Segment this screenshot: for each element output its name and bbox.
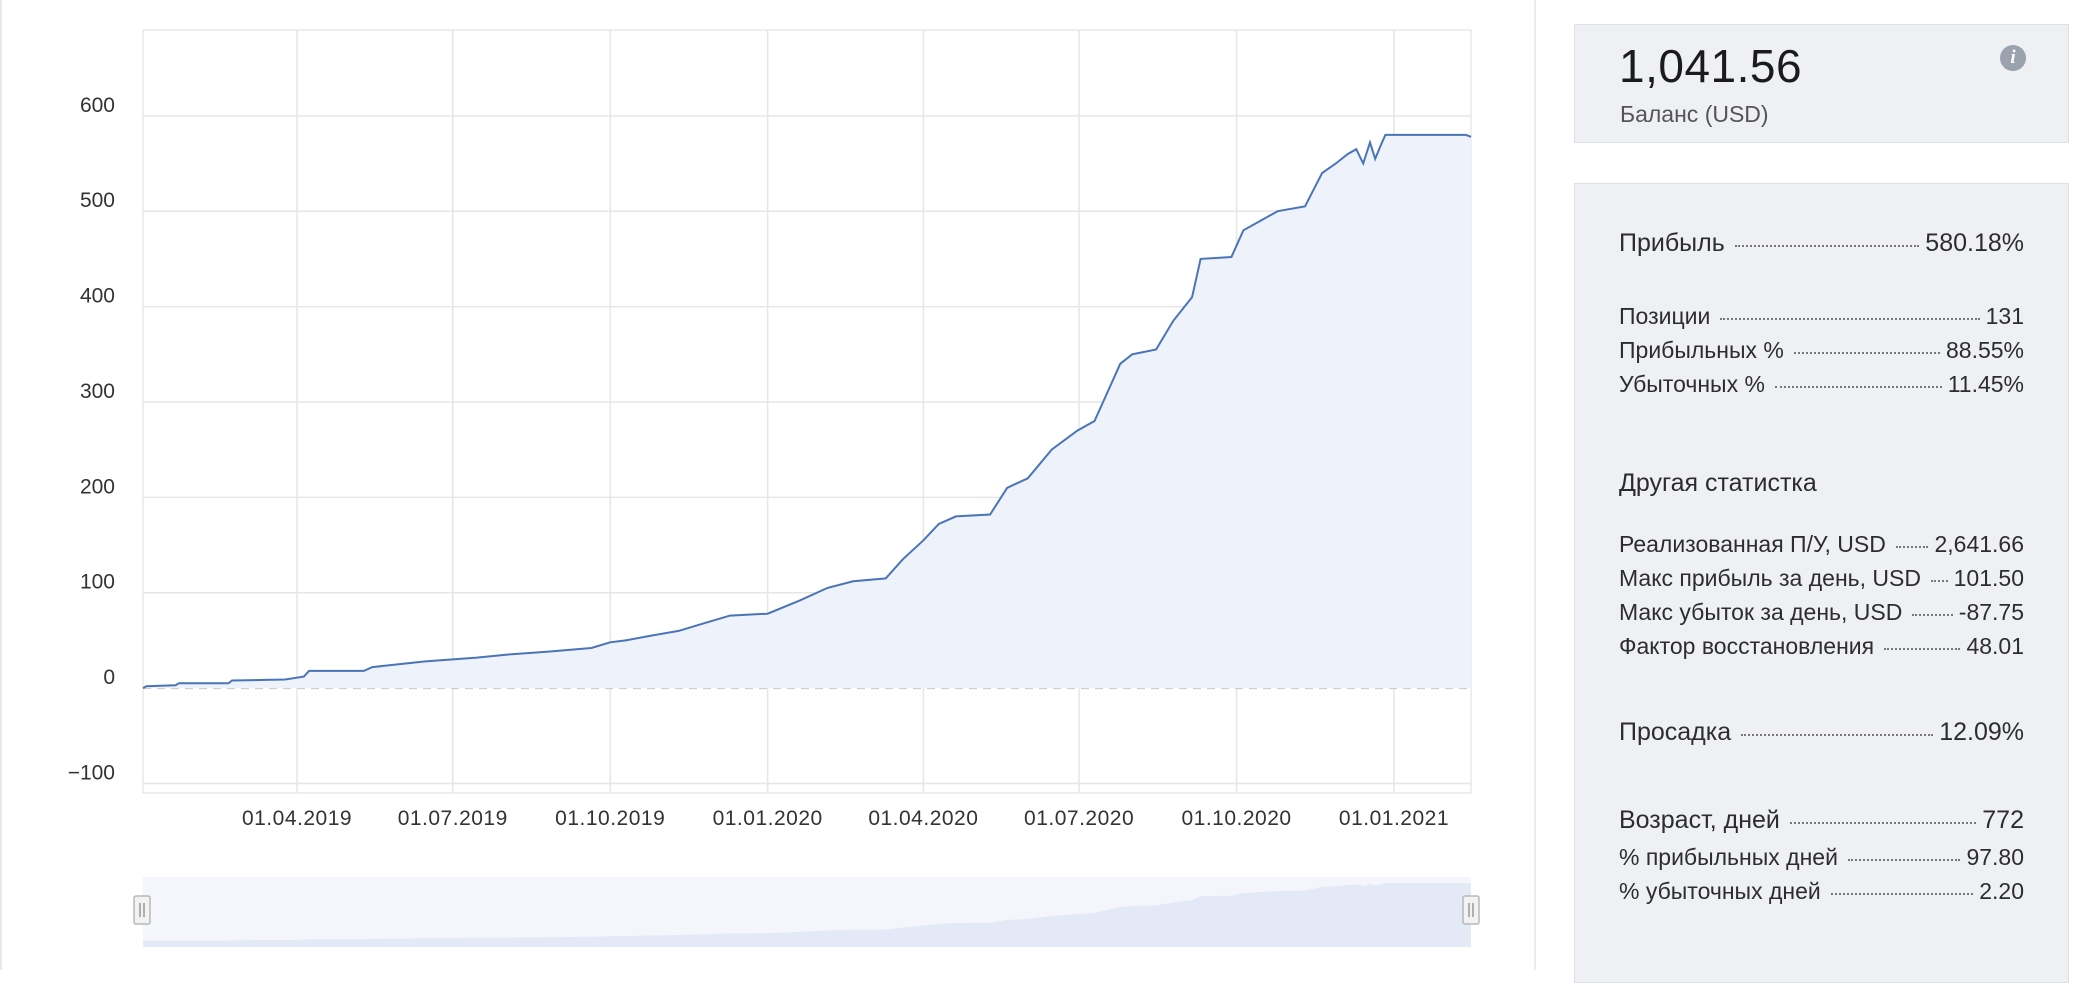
stat-value: 12.09% xyxy=(1939,718,2024,746)
dotted-leader xyxy=(1720,318,1980,320)
dotted-leader xyxy=(1930,580,1948,582)
stat-profit: Прибыль 580.18% xyxy=(1619,229,2024,258)
stat-label: % прибыльных дней xyxy=(1619,844,1838,870)
stat-value: 11.45% xyxy=(1947,371,2024,397)
stats-card: Прибыль 580.18% Позиции 131 Прибыльных %… xyxy=(1574,183,2069,983)
stat-label: Фактор восстановления xyxy=(1619,633,1875,659)
stat-label: Прибыльных % xyxy=(1619,337,1784,363)
navigator-right-handle[interactable] xyxy=(1462,895,1480,925)
stat-value: -87.75 xyxy=(1958,599,2024,625)
stat-realized-pl: Реализованная П/У, USD 2,641.66 xyxy=(1619,531,2024,558)
stat-losing-pct: Убыточных % 11.45% xyxy=(1619,371,2024,398)
stat-label: Просадка xyxy=(1619,718,1732,746)
stat-value: 131 xyxy=(1985,303,2024,329)
y-tick-label: 400 xyxy=(80,285,115,308)
x-tick-label: 01.04.2020 xyxy=(868,807,978,830)
dotted-leader xyxy=(1793,352,1940,354)
panel-divider xyxy=(1534,0,1536,970)
x-tick-label: 01.01.2020 xyxy=(713,807,823,830)
y-tick-label: 0 xyxy=(103,666,115,689)
y-tick-label: 500 xyxy=(80,189,115,212)
x-tick-label: 01.01.2021 xyxy=(1339,807,1449,830)
dotted-leader xyxy=(1789,822,1977,824)
dotted-leader xyxy=(1912,614,1953,616)
equity-line xyxy=(142,133,1472,689)
navigator[interactable] xyxy=(133,877,1480,947)
x-tick-label: 01.10.2020 xyxy=(1181,807,1291,830)
stat-value: 97.80 xyxy=(1966,844,2024,870)
balance-value: 1,041.56 xyxy=(1619,40,1803,92)
y-tick-label: 300 xyxy=(80,380,115,403)
x-tick-label: 01.07.2019 xyxy=(398,807,508,830)
dotted-leader xyxy=(1734,245,1920,247)
x-axis-ticks: 01.04.2019 01.07.2019 01.10.2019 01.01.2020… xyxy=(242,807,1449,830)
stat-value: 772 xyxy=(1982,806,2024,834)
dotted-leader xyxy=(1774,386,1942,388)
info-icon[interactable]: i xyxy=(2000,45,2026,71)
stat-losing-days-pct: % убыточных дней 2.20 xyxy=(1619,878,2024,905)
stat-label: Убыточных % xyxy=(1619,371,1765,397)
dotted-leader xyxy=(1830,893,1974,895)
balance-card: 1,041.56 Баланс (USD) i xyxy=(1574,24,2069,143)
stat-profitable-pct: Прибыльных % 88.55% xyxy=(1619,337,2024,364)
x-tick-label: 01.07.2020 xyxy=(1024,807,1134,830)
navigator-area xyxy=(143,883,1471,947)
equity-chart: 600 500 400 300 200 100 0 −100 01.04.2019 01.07.… xyxy=(68,29,1480,947)
stat-label: Возраст, дней xyxy=(1619,806,1780,834)
y-tick-label: 100 xyxy=(80,571,115,594)
stat-age-days: Возраст, дней 772 xyxy=(1619,806,2024,835)
page-edge xyxy=(0,0,2,970)
stat-value: 48.01 xyxy=(1966,633,2024,659)
balance-label: Баланс (USD) xyxy=(1620,101,1769,127)
y-axis-ticks: 600 500 400 300 200 100 0 −100 xyxy=(68,94,115,785)
stat-drawdown: Просадка 12.09% xyxy=(1619,718,2024,747)
stat-label: Реализованная П/У, USD xyxy=(1619,531,1886,557)
dotted-leader xyxy=(1895,546,1929,548)
navigator-left-handle[interactable] xyxy=(133,895,151,925)
stat-label: Макс прибыль за день, USD xyxy=(1619,565,1921,591)
stat-value: 101.50 xyxy=(1953,565,2024,591)
equity-area xyxy=(143,134,1471,689)
stat-value: 2.20 xyxy=(1979,878,2024,904)
stat-profitable-days-pct: % прибыльных дней 97.80 xyxy=(1619,844,2024,871)
section-title-other-stats: Другая статистка xyxy=(1619,469,1817,497)
stat-max-loss-day: Макс убыток за день, USD -87.75 xyxy=(1619,599,2024,626)
stat-label: Позиции xyxy=(1619,303,1711,329)
stat-value: 88.55% xyxy=(1945,337,2024,363)
dotted-leader xyxy=(1847,859,1961,861)
stat-label: Прибыль xyxy=(1619,229,1725,257)
stat-max-profit-day: Макс прибыль за день, USD 101.50 xyxy=(1619,565,2024,592)
stat-recovery-factor: Фактор восстановления 48.01 xyxy=(1619,633,2024,660)
stat-value: 2,641.66 xyxy=(1934,531,2024,557)
y-tick-label: −100 xyxy=(68,761,115,784)
dotted-leader xyxy=(1884,648,1961,650)
stat-label: Макс убыток за день, USD xyxy=(1619,599,1903,625)
x-tick-label: 01.04.2019 xyxy=(242,807,352,830)
stat-value: 580.18% xyxy=(1925,229,2024,257)
x-tick-label: 01.10.2019 xyxy=(555,807,665,830)
y-tick-label: 200 xyxy=(80,475,115,498)
stat-label: % убыточных дней xyxy=(1619,878,1821,904)
y-tick-label: 600 xyxy=(80,94,115,117)
stat-positions: Позиции 131 xyxy=(1619,303,2024,330)
dotted-leader xyxy=(1741,734,1934,736)
